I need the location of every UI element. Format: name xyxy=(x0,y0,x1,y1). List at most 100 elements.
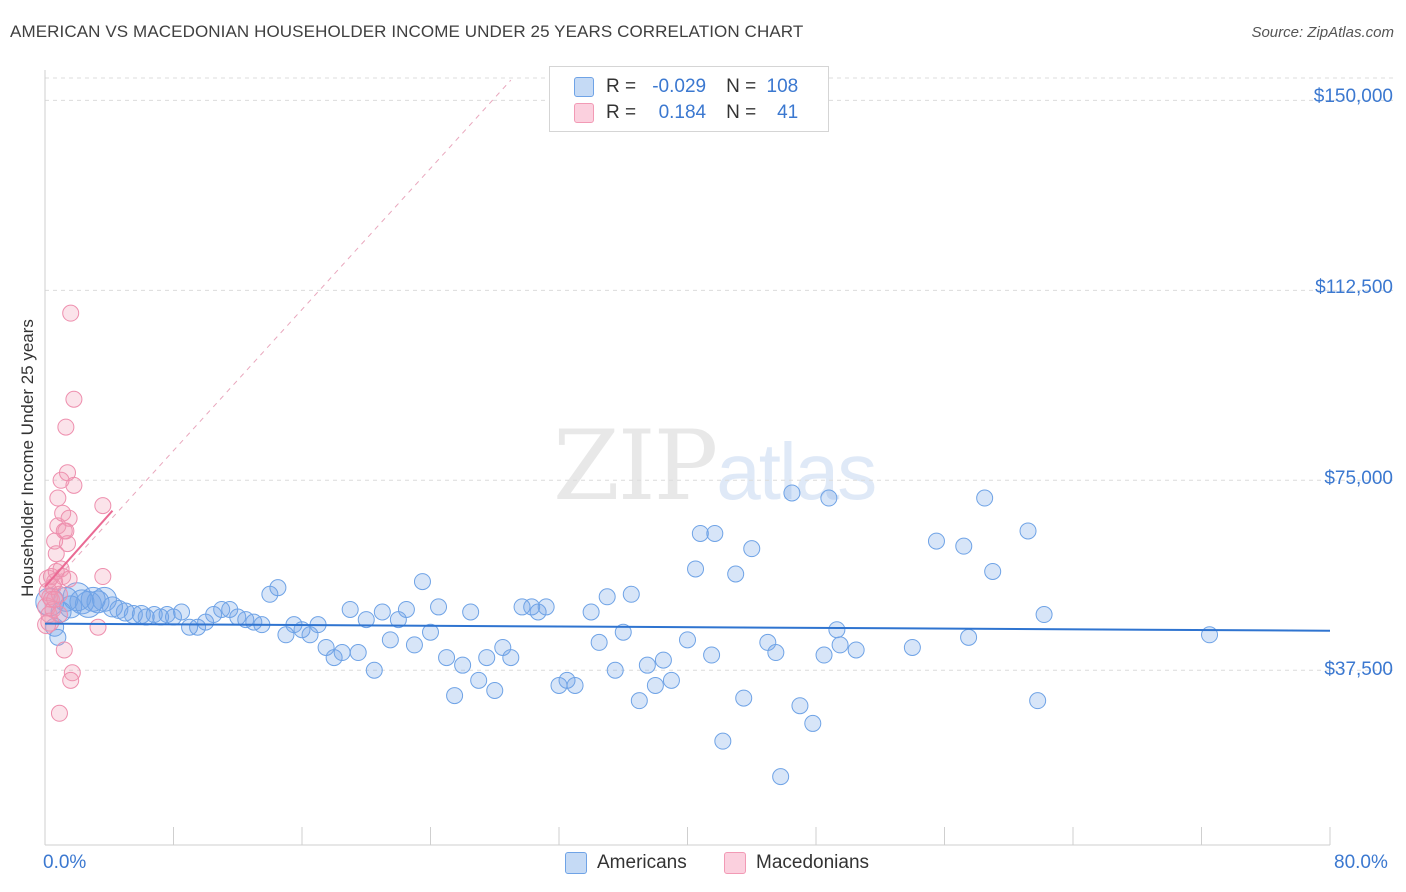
americans-point-55 xyxy=(438,649,456,667)
americans-point-14 xyxy=(115,602,135,622)
americans-point-42 xyxy=(333,644,351,662)
americans-point-59 xyxy=(470,671,488,689)
americans-point-99 xyxy=(828,621,846,639)
macedonians-n-label: N = xyxy=(726,102,757,123)
americans-point-94 xyxy=(783,484,801,502)
americans-point-52 xyxy=(413,573,431,591)
americans-point-98 xyxy=(820,489,838,507)
americans-legend-swatch xyxy=(565,852,587,874)
americans-point-96 xyxy=(804,714,822,732)
macedonians-point-14 xyxy=(47,545,65,563)
americans-r-label: R = xyxy=(606,76,637,97)
americans-point-76 xyxy=(622,585,640,603)
americans-point-89 xyxy=(735,689,753,707)
americans-point-81 xyxy=(662,671,680,689)
americans-point-75 xyxy=(614,623,632,641)
y-tick-label-112500: $112,500 xyxy=(1315,277,1393,298)
americans-point-54 xyxy=(430,598,448,616)
americans-n-label: N = xyxy=(726,76,757,97)
macedonians-point-18 xyxy=(50,606,68,624)
macedonians-point-24 xyxy=(57,418,75,436)
macedonians-point-40 xyxy=(46,590,64,608)
macedonians-point-33 xyxy=(65,390,83,408)
y-axis-label: Householder Income Under 25 years xyxy=(18,319,37,597)
americans-point-107 xyxy=(984,562,1002,580)
americans-trend-line xyxy=(44,622,1331,632)
americans-point-50 xyxy=(397,600,415,618)
americans-point-58 xyxy=(462,603,480,621)
x-tick-label-max: 80.0% xyxy=(1334,852,1388,873)
macedonians-r-value: 0.184 xyxy=(658,102,707,123)
x-tick-label-min: 0.0% xyxy=(43,852,87,873)
americans-point-74 xyxy=(606,661,624,679)
americans-point-106 xyxy=(976,489,994,507)
legend-row-macedonians: R = 0.184 N = 41 xyxy=(574,100,798,126)
americans-point-104 xyxy=(955,537,973,555)
americans-point-24 xyxy=(189,618,207,636)
americans-point-53 xyxy=(422,623,439,641)
macedonians-point-39 xyxy=(94,497,112,515)
americans-point-43 xyxy=(341,600,359,618)
americans-point-48 xyxy=(381,631,399,649)
americans-point-103 xyxy=(927,532,945,550)
americans-point-57 xyxy=(454,656,472,674)
macedonians-point-27 xyxy=(58,535,76,553)
americans-legend-label: Americans xyxy=(597,852,687,873)
americans-point-45 xyxy=(357,611,375,629)
y-tick-label-150000: $150,000 xyxy=(1313,86,1393,107)
watermark-zip: ZIP xyxy=(553,410,718,522)
americans-point-85 xyxy=(703,646,721,664)
macedonians-point-29 xyxy=(60,570,78,588)
bottom-legend-macedonians[interactable]: Macedonians xyxy=(724,852,869,874)
americans-point-100 xyxy=(831,636,849,654)
macedonians-swatch xyxy=(574,103,594,123)
americans-point-22 xyxy=(173,603,191,621)
americans-point-47 xyxy=(373,603,391,621)
y-tick-label-75000: $75,000 xyxy=(1324,468,1393,489)
americans-point-46 xyxy=(365,661,383,679)
macedonians-point-6 xyxy=(41,588,59,606)
americans-point-12 xyxy=(101,596,123,618)
y-tick-label-37500: $37,500 xyxy=(1324,659,1393,680)
macedonians-point-15 xyxy=(49,489,67,507)
americans-point-82 xyxy=(679,631,696,649)
americans-point-67 xyxy=(537,598,555,616)
americans-r-value: -0.029 xyxy=(652,76,707,97)
americans-point-51 xyxy=(405,636,423,654)
macedonians-legend-swatch xyxy=(724,852,746,874)
americans-point-80 xyxy=(654,651,672,669)
source-attribution: Source: ZipAtlas.com xyxy=(1251,24,1394,41)
americans-point-90 xyxy=(743,540,761,558)
americans-point-105 xyxy=(960,628,978,646)
macedonians-r-label: R = xyxy=(606,102,637,123)
americans-point-108 xyxy=(1019,522,1037,540)
watermark-atlas: atlas xyxy=(716,427,877,516)
americans-point-110 xyxy=(1035,606,1053,624)
macedonians-point-35 xyxy=(62,671,80,689)
americans-point-83 xyxy=(687,560,705,578)
macedonians-legend-label: Macedonians xyxy=(756,852,870,873)
americans-point-63 xyxy=(502,649,520,667)
americans-point-66 xyxy=(529,603,547,621)
americans-point-88 xyxy=(727,565,745,583)
macedonians-point-37 xyxy=(89,618,107,636)
chart-title: AMERICAN VS MACEDONIAN HOUSEHOLDER INCOM… xyxy=(10,22,804,41)
americans-point-44 xyxy=(349,644,367,662)
americans-point-102 xyxy=(903,638,921,656)
americans-point-41 xyxy=(325,649,343,667)
americans-point-84 xyxy=(691,524,709,542)
bottom-legend-americans[interactable]: Americans xyxy=(565,852,687,874)
americans-point-78 xyxy=(638,656,656,674)
americans-point-69 xyxy=(558,671,576,689)
americans-n-value: 108 xyxy=(766,76,799,97)
macedonians-point-32 xyxy=(65,476,83,494)
macedonians-point-28 xyxy=(60,509,78,527)
americans-point-95 xyxy=(791,697,809,715)
americans-point-26 xyxy=(205,606,223,624)
watermark: ZIPatlas xyxy=(553,410,877,522)
americans-point-93 xyxy=(772,768,790,786)
americans-point-71 xyxy=(582,603,600,621)
correlation-legend: R = -0.029 N = 108 R = 0.184 N = 41 xyxy=(549,66,829,132)
macedonians-n-value: 41 xyxy=(777,102,799,123)
macedonians-point-34 xyxy=(55,641,73,659)
